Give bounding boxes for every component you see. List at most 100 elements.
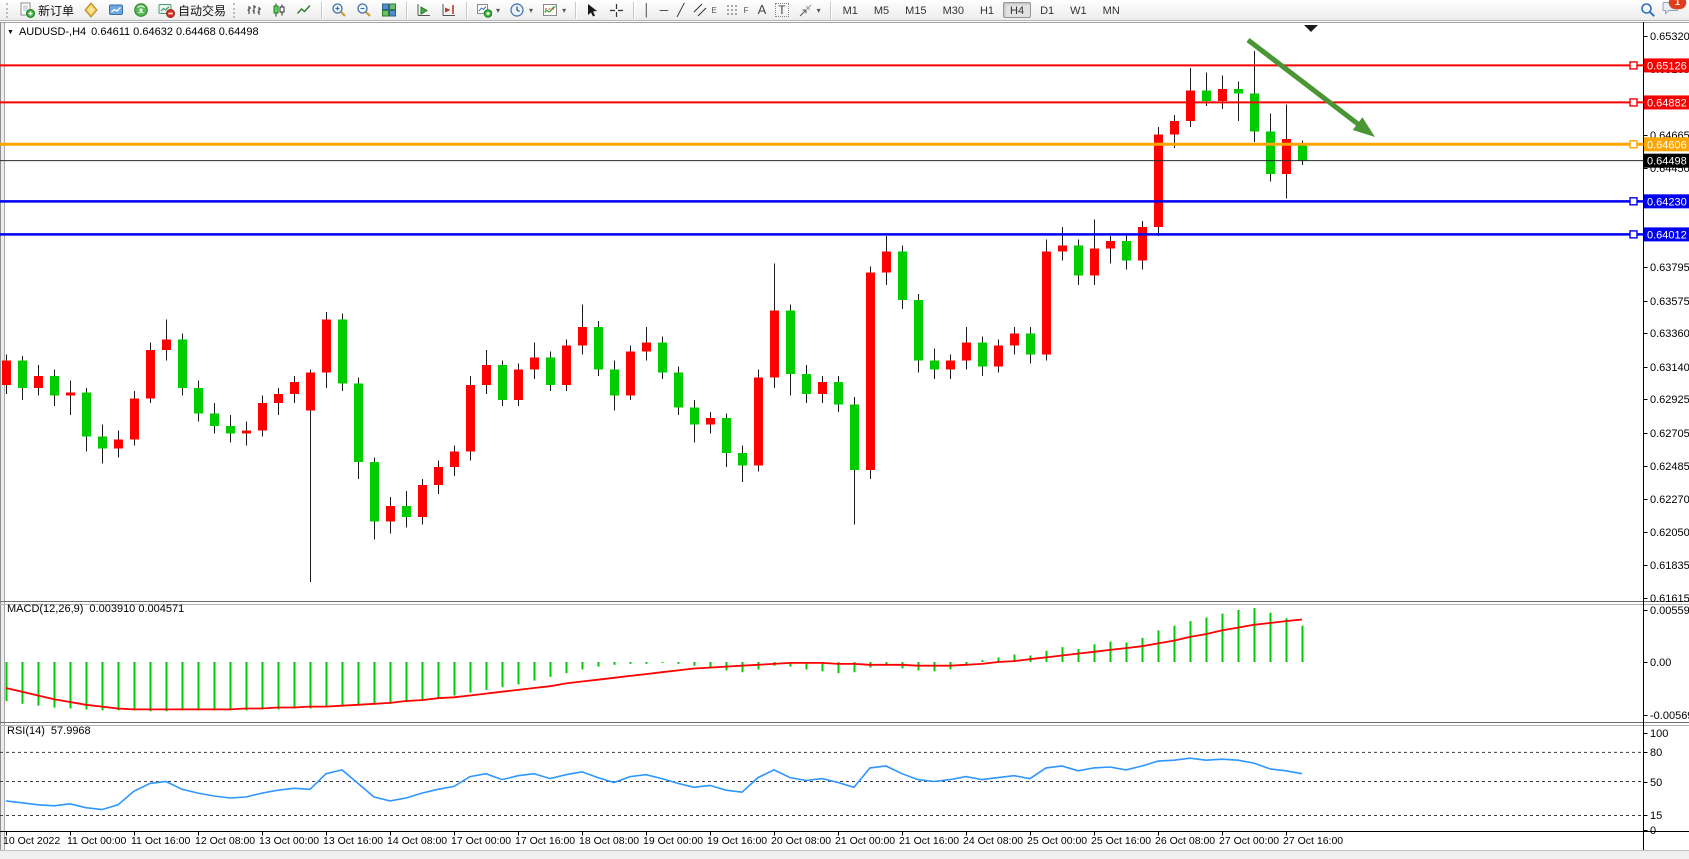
autotrading-icon	[158, 4, 176, 18]
timeframe-button-d1[interactable]: D1	[1040, 5, 1055, 17]
clock-icon	[510, 3, 524, 17]
search-icon[interactable]	[1640, 2, 1656, 18]
line-handle[interactable]	[1629, 230, 1638, 239]
price-tag: 0.64606	[1644, 137, 1689, 152]
auto-scroll-button[interactable]	[412, 2, 436, 19]
horizontal-line-0.64882[interactable]	[0, 98, 1644, 107]
toolbar-separator	[406, 1, 408, 19]
rsi-line	[5, 757, 1303, 811]
svg-text:-0.005693: -0.005693	[1650, 710, 1689, 722]
timeframe-button-m15[interactable]: M15	[905, 5, 927, 17]
timeframe-button-m1[interactable]: M1	[842, 5, 858, 17]
timeframe-button-m30[interactable]: M30	[942, 5, 964, 17]
market-watch-icon	[109, 4, 124, 15]
channel-icon	[693, 3, 707, 17]
text-label-icon: T	[775, 3, 789, 17]
periods-dropdown[interactable]: ▾	[505, 2, 537, 19]
bar-chart-icon	[247, 5, 262, 15]
svg-text:21 Oct 16:00: 21 Oct 16:00	[899, 835, 959, 847]
timeframe-button-m5[interactable]: M5	[873, 5, 890, 17]
indicators-dropdown[interactable]: ▾	[538, 2, 570, 19]
svg-text:15: 15	[1650, 810, 1662, 822]
tile-windows-button[interactable]	[377, 2, 401, 19]
line-chart-button[interactable]	[292, 2, 316, 19]
autotrading-label: 自动交易	[178, 3, 227, 18]
notifications-button[interactable]: 1	[1662, 0, 1686, 20]
svg-text:0.63140: 0.63140	[1650, 362, 1689, 374]
chart-shift-button[interactable]	[437, 2, 461, 19]
charts-gold-icon	[84, 2, 98, 18]
arrows-tool-dropdown[interactable]: ▾	[794, 2, 825, 19]
time-axis[interactable]: 10 Oct 2022 11 Oct 00:00 11 Oct 16:00 12 Oc…	[0, 831, 1689, 859]
new-order-icon	[20, 2, 35, 18]
channel-tool[interactable]: E	[689, 2, 720, 19]
fibonacci-tool-letter: F	[743, 5, 749, 15]
channel-tool-letter: E	[711, 5, 717, 15]
svg-text:10 Oct 2022: 10 Oct 2022	[3, 835, 60, 847]
line-handle[interactable]	[1629, 61, 1638, 70]
horizontal-line-tool[interactable]: ─	[656, 2, 673, 19]
toolbar-separator	[321, 1, 323, 19]
horizontal-line-0.64230[interactable]	[0, 197, 1644, 206]
line-chart-icon	[297, 5, 311, 14]
chart-shift-marker-icon[interactable]	[1304, 25, 1318, 32]
svg-text:0.00: 0.00	[1650, 657, 1671, 669]
svg-text:0.61835: 0.61835	[1650, 560, 1689, 572]
rsi-level-lines	[0, 751, 1644, 816]
toolbar-grip[interactable]	[6, 2, 11, 18]
navigator-button[interactable]	[129, 2, 153, 19]
bar-chart-button[interactable]	[242, 2, 266, 19]
svg-text:0.64230: 0.64230	[1647, 196, 1687, 208]
fibonacci-tool[interactable]: F	[722, 2, 753, 19]
trendline-tool[interactable]: ╱	[673, 2, 688, 19]
price-tag: 0.64498	[1644, 153, 1689, 168]
svg-text:27 Oct 16:00: 27 Oct 16:00	[1283, 835, 1343, 847]
cursor-tool-button[interactable]	[581, 2, 604, 19]
arrow-objects-icon	[799, 4, 811, 16]
crosshair-icon	[610, 3, 624, 17]
horizontal-line-0.64606[interactable]	[0, 140, 1644, 149]
timeframe-button-mn[interactable]: MN	[1102, 5, 1120, 17]
svg-text:11 Oct 16:00: 11 Oct 16:00	[131, 835, 191, 847]
timeframe-button-h1[interactable]: H1	[979, 5, 995, 17]
timeframe-button-w1[interactable]: W1	[1070, 5, 1087, 17]
vertical-line-tool[interactable]: │	[639, 2, 655, 19]
new-order-button[interactable]: 新订单	[15, 2, 78, 19]
svg-text:21 Oct 00:00: 21 Oct 00:00	[835, 835, 895, 847]
zoom-in-button[interactable]	[327, 2, 351, 19]
svg-text:17 Oct 00:00: 17 Oct 00:00	[451, 835, 511, 847]
toolbar-separator	[829, 1, 831, 19]
notification-count-badge: 1	[1669, 0, 1686, 9]
candlestick-chart-button[interactable]	[267, 2, 291, 19]
line-handle[interactable]	[1629, 197, 1638, 206]
chart-window-audusd-h4: 0.653200.651050.646650.644500.637950.635…	[0, 22, 1689, 859]
market-watch-button[interactable]	[104, 2, 128, 19]
new-chart-dropdown[interactable]: ▾	[472, 2, 504, 19]
line-handle[interactable]	[1629, 98, 1638, 107]
timeframe-button-h4[interactable]: H4	[1003, 2, 1032, 18]
autotrading-button[interactable]: 自动交易	[154, 2, 230, 19]
fibonacci-icon	[726, 5, 739, 15]
svg-text:0.65320: 0.65320	[1650, 31, 1689, 43]
text-tool[interactable]: A	[754, 2, 771, 19]
toolbar-grip[interactable]	[233, 2, 238, 18]
zoom-in-icon	[332, 3, 346, 17]
svg-text:0.64012: 0.64012	[1647, 229, 1687, 241]
horizontal-line-0.64012[interactable]	[0, 230, 1644, 239]
horizontal-line-0.65126[interactable]	[0, 61, 1644, 70]
svg-text:12 Oct 08:00: 12 Oct 08:00	[195, 835, 255, 847]
price-tag: 0.64230	[1644, 194, 1689, 209]
price-tag: 0.64012	[1644, 227, 1689, 242]
text-label-tool[interactable]: T	[771, 2, 792, 19]
zoom-out-button[interactable]	[352, 2, 376, 19]
trendline-icon: ╱	[677, 3, 685, 17]
price-chart-canvas[interactable]: 0.653200.651050.646650.644500.637950.635…	[0, 22, 1689, 859]
svg-text:0.63795: 0.63795	[1650, 262, 1689, 274]
charts-menu-button[interactable]	[79, 2, 103, 19]
trend-arrow-annotation[interactable]	[1246, 38, 1375, 137]
crosshair-tool-button[interactable]	[605, 2, 628, 19]
dropdown-caret-icon: ▾	[816, 5, 821, 15]
line-handle[interactable]	[1629, 140, 1638, 149]
svg-text:0.005595: 0.005595	[1650, 605, 1689, 617]
candlestick-chart-icon	[273, 3, 285, 17]
